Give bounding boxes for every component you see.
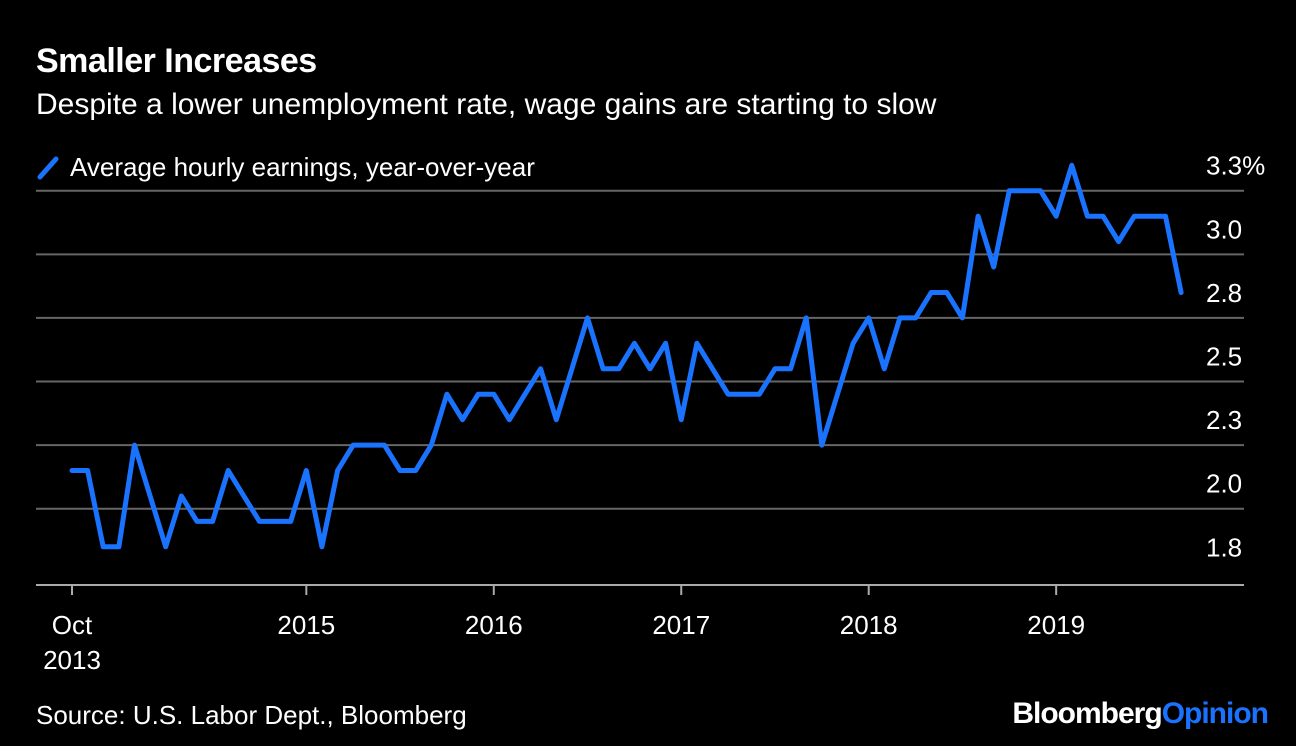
brand-accent: Opinion [1161, 697, 1269, 730]
chart-subtitle: Despite a lower unemployment rate, wage … [36, 88, 937, 121]
source-note: Source: U.S. Labor Dept., Bloomberg [36, 700, 467, 730]
legend: Average hourly earnings, year-over-year [36, 152, 535, 183]
x-tick-label: 2017 [652, 610, 710, 640]
y-tick-label: 3.3% [1206, 151, 1265, 181]
legend-label: Average hourly earnings, year-over-year [70, 152, 535, 182]
legend-line-icon [37, 156, 59, 179]
y-tick-label: 3.0 [1206, 214, 1242, 244]
y-tick-label: 1.8 [1206, 532, 1242, 562]
chart-title: Smaller Increases [36, 42, 317, 80]
x-tick-label: Oct [52, 610, 93, 640]
grid-lines [36, 189, 1244, 510]
series-line [69, 162, 1184, 550]
y-tick-label: 2.3 [1206, 405, 1242, 435]
brand-main: Bloomberg [1012, 697, 1162, 730]
x-tick-label: 2016 [465, 610, 523, 640]
y-tick-label: 2.8 [1206, 278, 1242, 308]
x-tick-label-year: 2013 [43, 645, 101, 675]
x-axis [36, 584, 1244, 595]
y-tick-label: 2.0 [1206, 469, 1242, 499]
x-axis-labels: Oct 2013 2015 2016 2017 2018 2019 [43, 610, 1085, 675]
x-tick-label: 2018 [840, 610, 898, 640]
x-tick-label: 2015 [277, 610, 335, 640]
y-axis-labels: 1.8 2.0 2.3 2.5 2.8 3.0 3.3% [1206, 151, 1265, 563]
brand-logo: BloombergOpinion [1012, 697, 1269, 731]
x-tick-label: 2019 [1027, 610, 1085, 640]
y-tick-label: 2.5 [1206, 342, 1242, 372]
series-group [69, 162, 1184, 550]
